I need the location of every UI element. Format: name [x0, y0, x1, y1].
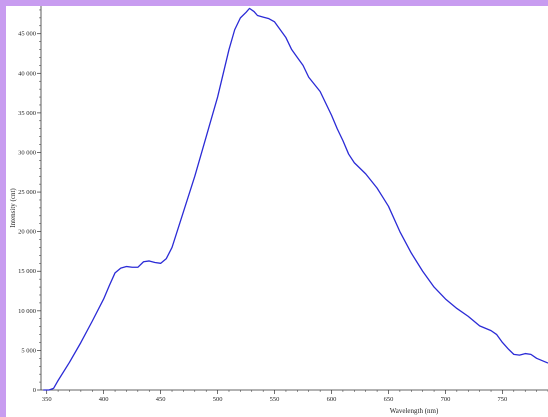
series-line [43, 7, 548, 391]
x-tick-label: 350 [42, 396, 52, 403]
x-tick-label: 450 [156, 396, 166, 403]
x-tick-label: 600 [327, 396, 337, 403]
x-axis-title: Wavelength (nm) [390, 407, 439, 415]
x-tick-label: 500 [213, 396, 223, 403]
y-tick-label: 5 000 [21, 347, 36, 354]
x-tick-label: 750 [498, 396, 508, 403]
x-tick-label: 650 [384, 396, 394, 403]
y-tick-label: 25 000 [18, 189, 36, 196]
y-tick-label: 30 000 [18, 149, 36, 156]
x-tick-label: 700 [441, 396, 451, 403]
y-tick-label: 20 000 [18, 229, 36, 236]
y-tick-label: 15 000 [18, 268, 36, 275]
y-axis-title: Intensity (cnt) [9, 188, 17, 228]
x-tick-label: 400 [99, 396, 109, 403]
y-tick-label: 40 000 [18, 70, 36, 77]
line-chart: 350 400 450 500 550 600 650 700 750 0 5 000 10 000 1… [9, 6, 548, 415]
x-tick-label: 550 [270, 396, 280, 403]
axes: 350 400 450 500 550 600 650 700 750 0 5 000 10 000 1… [18, 6, 548, 403]
y-tick-label: 0 [33, 387, 36, 394]
series-layer [43, 7, 548, 391]
chart-frame: 350 400 450 500 550 600 650 700 750 0 5 000 10 000 1… [6, 6, 548, 417]
y-tick-label: 10 000 [18, 308, 36, 315]
y-tick-label: 35 000 [18, 110, 36, 117]
y-tick-label: 45 000 [18, 31, 36, 38]
